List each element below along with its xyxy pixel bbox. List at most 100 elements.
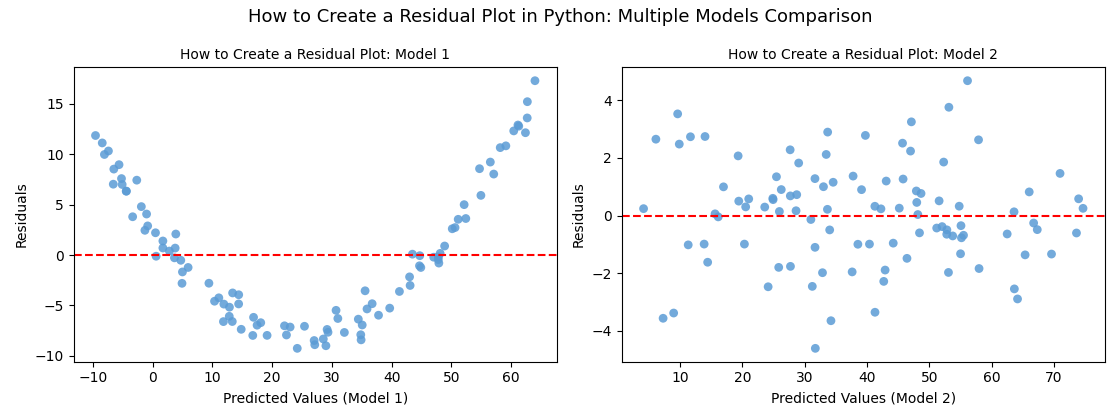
Point [401,273,419,280]
Point [654,315,672,322]
Y-axis label: Residuals: Residuals [572,182,586,247]
Point [933,223,951,230]
Point [166,255,184,261]
Point [482,159,500,165]
X-axis label: Predicted Values (Model 2): Predicted Values (Model 2) [771,391,955,405]
Point [147,253,165,260]
Point [866,309,884,315]
Point [706,210,724,217]
Point [412,264,430,271]
Title: How to Create a Residual Plot: Model 2: How to Create a Residual Plot: Model 2 [728,48,998,62]
Point [95,151,113,158]
Point [401,282,419,289]
Point [860,241,878,247]
Point [715,184,732,190]
Point [258,332,276,339]
Point [358,306,376,312]
Point [105,166,123,173]
Point [1025,220,1043,226]
Point [769,264,787,271]
Point [647,136,665,142]
Point [352,336,370,343]
Point [872,205,890,212]
Point [803,283,821,290]
Point [411,252,429,259]
Point [296,323,314,330]
Point [318,326,336,333]
Point [822,318,840,324]
Point [224,289,242,296]
Point [952,234,970,241]
Point [472,192,489,199]
Point [519,98,536,105]
Point [818,151,836,158]
Point [232,326,250,333]
Point [505,128,523,134]
Point [516,129,534,136]
Point [821,226,839,233]
Point [457,215,475,222]
Point [907,188,925,194]
Point [147,229,165,236]
Point [802,216,820,223]
Point [381,305,399,312]
Point [1074,205,1092,212]
Point [230,301,248,307]
Point [276,323,293,329]
Point [281,324,299,331]
Point [954,232,972,239]
Point [912,190,930,197]
Point [940,269,958,276]
Point [670,141,688,147]
Point [497,142,515,149]
Point [669,110,687,117]
Point [136,227,153,234]
Point [508,122,526,129]
Point [327,307,345,314]
Point [937,231,955,238]
Point [446,224,464,231]
Point [510,123,528,129]
Point [950,203,968,210]
Point [1005,208,1023,215]
Point [937,226,955,233]
Point [806,345,824,352]
Point [819,129,837,135]
Point [771,208,788,215]
Point [935,159,953,165]
Point [782,192,800,199]
Point [221,313,239,320]
Point [635,205,653,212]
Point [93,139,111,146]
Point [767,173,785,180]
Point [86,132,104,139]
Point [737,204,755,210]
Point [940,104,958,110]
Point [206,298,224,304]
Point [764,196,782,203]
Point [890,205,908,212]
Point [911,229,928,236]
Point [930,197,948,204]
Point [764,195,782,202]
Point [730,198,748,205]
Point [1067,230,1085,236]
Point [153,244,171,251]
Point [139,223,157,229]
Point [315,336,333,342]
Point [952,250,970,257]
Point [319,329,337,336]
Point [959,77,977,84]
Point [306,341,324,348]
Point [174,268,192,275]
Point [128,177,146,184]
Point [790,160,808,166]
Point [244,314,262,321]
Point [526,77,544,84]
Point [492,144,510,151]
Point [1043,251,1061,257]
Point [699,259,717,265]
Point [174,280,192,287]
Point [110,161,128,168]
Point [679,241,697,248]
